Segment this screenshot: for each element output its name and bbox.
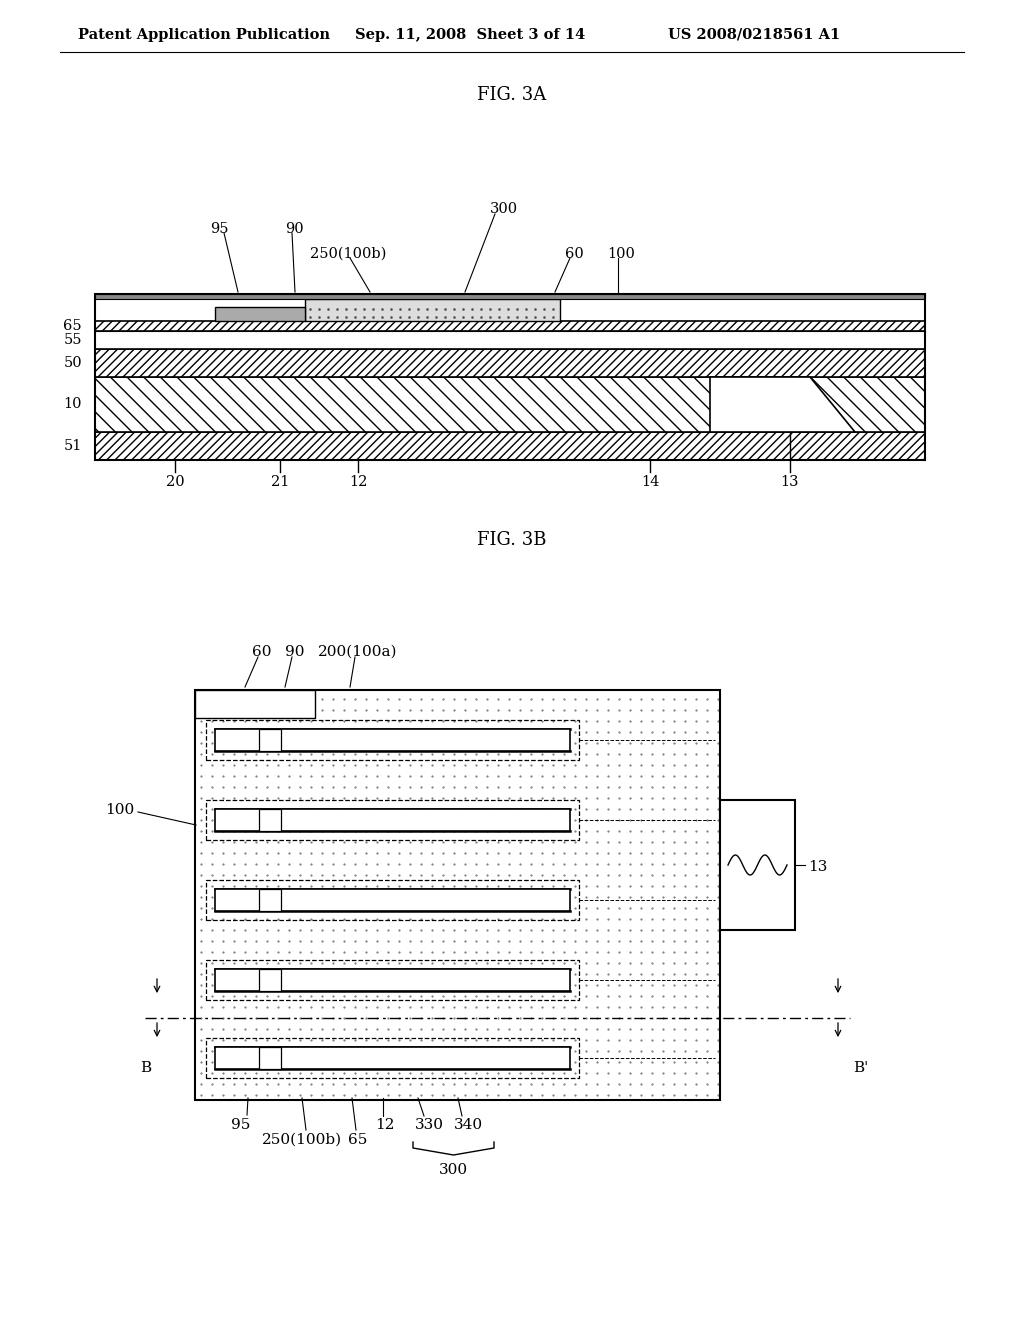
Text: 12: 12 <box>349 475 368 488</box>
Text: 51: 51 <box>63 440 82 453</box>
Text: 60: 60 <box>565 247 584 261</box>
Text: 13: 13 <box>808 861 827 874</box>
Bar <box>95 378 925 432</box>
Text: 65: 65 <box>63 319 82 333</box>
Text: 10: 10 <box>63 397 82 412</box>
Text: 95: 95 <box>231 1118 251 1133</box>
Bar <box>305 300 560 321</box>
Bar <box>95 331 925 348</box>
Bar <box>215 888 570 911</box>
Text: 300: 300 <box>490 202 518 216</box>
Bar <box>206 880 579 920</box>
Text: 330: 330 <box>415 1118 444 1133</box>
Bar <box>95 294 925 300</box>
Bar <box>215 729 570 751</box>
Polygon shape <box>710 378 855 432</box>
Bar <box>206 1038 579 1078</box>
Text: 300: 300 <box>439 1163 468 1177</box>
Bar <box>206 719 579 760</box>
Bar <box>259 809 281 832</box>
Text: 200(100a): 200(100a) <box>318 645 397 659</box>
Text: B: B <box>140 1061 152 1074</box>
Text: 90: 90 <box>285 222 304 236</box>
Text: 100: 100 <box>607 247 635 261</box>
Text: 90: 90 <box>285 645 304 659</box>
Text: FIG. 3B: FIG. 3B <box>477 531 547 549</box>
Bar <box>95 321 925 331</box>
Text: 55: 55 <box>63 333 82 347</box>
Text: Patent Application Publication: Patent Application Publication <box>78 28 330 42</box>
Text: 21: 21 <box>270 475 289 488</box>
Text: B': B' <box>853 1061 868 1074</box>
Text: 65: 65 <box>348 1133 368 1147</box>
Bar <box>259 1047 281 1069</box>
Text: 340: 340 <box>454 1118 483 1133</box>
Bar <box>259 888 281 911</box>
Text: US 2008/0218561 A1: US 2008/0218561 A1 <box>668 28 841 42</box>
Bar <box>95 432 925 459</box>
Text: 14: 14 <box>641 475 659 488</box>
Text: 50: 50 <box>63 356 82 370</box>
Text: 95: 95 <box>210 222 228 236</box>
Bar <box>95 348 925 378</box>
Text: 20: 20 <box>166 475 184 488</box>
Bar <box>195 690 315 718</box>
Text: FIG. 3A: FIG. 3A <box>477 86 547 104</box>
Bar <box>215 809 570 832</box>
Bar <box>95 294 925 459</box>
Bar <box>206 800 579 840</box>
Bar <box>259 969 281 991</box>
Text: 250(100b): 250(100b) <box>262 1133 342 1147</box>
Text: Sep. 11, 2008  Sheet 3 of 14: Sep. 11, 2008 Sheet 3 of 14 <box>355 28 586 42</box>
Bar <box>215 308 305 321</box>
Bar <box>720 800 795 931</box>
Bar <box>215 1047 570 1069</box>
Bar <box>206 960 579 1001</box>
Text: 12: 12 <box>375 1118 394 1133</box>
Text: 60: 60 <box>252 645 271 659</box>
Bar <box>259 729 281 751</box>
Bar <box>215 969 570 991</box>
Text: 100: 100 <box>104 803 134 817</box>
Text: 13: 13 <box>780 475 800 488</box>
Bar <box>195 690 720 1100</box>
Text: 250(100b): 250(100b) <box>310 247 386 261</box>
